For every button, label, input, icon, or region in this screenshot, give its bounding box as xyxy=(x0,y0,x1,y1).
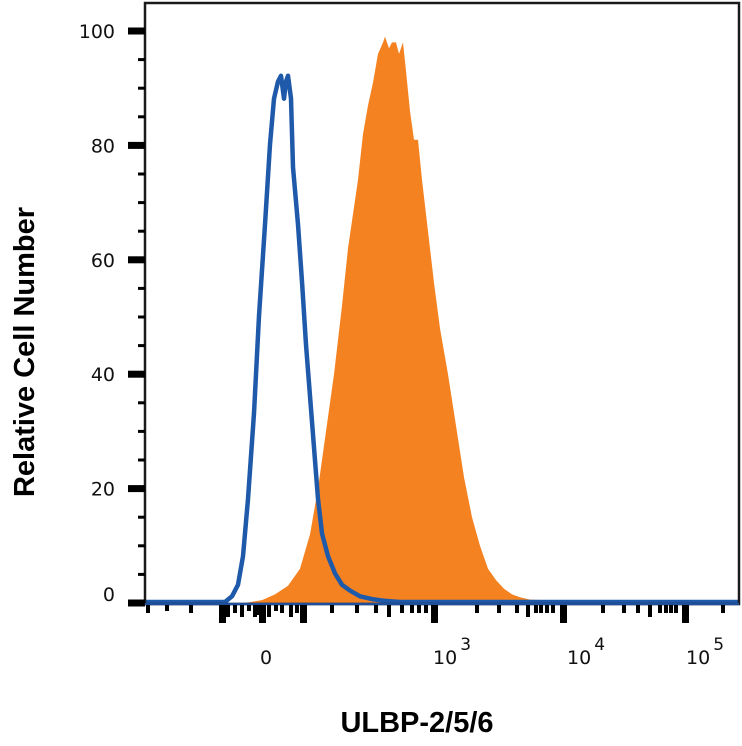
x-axis-tick-labels: 0 103 104 105 xyxy=(260,635,724,669)
x-minor-tick xyxy=(255,605,265,615)
y-minor-tick xyxy=(138,458,145,462)
y-tick-label: 100 xyxy=(79,21,115,43)
x-minor-tick xyxy=(648,605,652,617)
x-minor-tick xyxy=(387,605,391,617)
x-tick-label-1e5: 105 xyxy=(686,635,724,669)
x-minor-tick xyxy=(475,605,479,613)
y-axis: 0 20 40 60 80 100 xyxy=(79,21,145,607)
y-tick-label: 60 xyxy=(91,250,115,272)
x-minor-tick xyxy=(247,605,251,611)
x-minor-tick xyxy=(601,605,605,613)
y-minor-tick xyxy=(138,58,145,62)
x-minor-tick xyxy=(226,605,230,617)
y-major-tick xyxy=(128,256,145,264)
y-tick-label: 20 xyxy=(91,479,115,501)
x-minor-tick xyxy=(669,605,673,613)
x-minor-tick xyxy=(233,605,237,613)
y-minor-tick xyxy=(138,229,145,233)
x-minor-tick xyxy=(545,605,549,613)
x-minor-tick xyxy=(355,605,359,613)
y-axis-title: Relative Cell Number xyxy=(9,207,41,497)
x-minor-tick xyxy=(410,605,414,613)
x-minor-tick xyxy=(400,605,404,613)
y-minor-tick xyxy=(138,315,145,319)
y-tick-label: 40 xyxy=(91,364,115,386)
x-axis-title: ULBP-2/5/6 xyxy=(340,707,493,739)
plot-area xyxy=(143,1,741,606)
y-major-tick xyxy=(128,599,145,607)
x-minor-tick xyxy=(295,605,299,613)
y-minor-tick xyxy=(138,515,145,519)
y-major-tick xyxy=(128,141,145,149)
y-minor-tick xyxy=(138,344,145,348)
y-major-tick xyxy=(128,485,145,493)
x-minor-tick xyxy=(721,605,725,613)
y-minor-tick xyxy=(138,172,145,176)
x-minor-tick xyxy=(674,605,678,613)
x-major-tick xyxy=(219,605,226,623)
x-minor-tick xyxy=(267,605,271,617)
x-tick-label-1e3: 103 xyxy=(433,635,471,669)
x-minor-tick xyxy=(189,605,193,613)
x-major-tick xyxy=(560,605,567,623)
x-minor-tick xyxy=(374,605,378,613)
x-minor-tick xyxy=(664,605,668,613)
x-minor-tick xyxy=(539,605,543,613)
x-minor-tick xyxy=(658,605,662,613)
x-tick-label-1e4: 104 xyxy=(567,635,605,669)
isotype-control-histogram xyxy=(145,73,739,605)
y-minor-tick xyxy=(138,86,145,90)
y-minor-tick xyxy=(138,201,145,205)
x-minor-tick xyxy=(240,605,244,617)
x-minor-tick xyxy=(330,605,334,613)
y-minor-tick xyxy=(138,544,145,548)
x-minor-tick xyxy=(274,605,278,611)
y-tick-label: 0 xyxy=(103,584,115,606)
x-minor-tick xyxy=(526,605,530,617)
x-minor-tick xyxy=(636,605,640,613)
x-minor-tick xyxy=(280,605,284,613)
x-axis xyxy=(146,605,725,623)
x-minor-tick xyxy=(551,605,555,613)
x-minor-tick xyxy=(622,605,626,613)
x-minor-tick xyxy=(165,605,169,611)
x-major-tick xyxy=(300,605,307,623)
y-major-tick xyxy=(128,370,145,378)
x-tick-label-0: 0 xyxy=(260,647,272,669)
y-minor-tick xyxy=(138,429,145,433)
x-minor-tick xyxy=(289,605,293,617)
y-major-tick xyxy=(128,27,145,35)
x-minor-tick xyxy=(417,605,421,613)
x-minor-tick xyxy=(515,605,519,613)
x-minor-tick xyxy=(424,605,428,613)
y-minor-tick xyxy=(138,286,145,290)
x-major-tick xyxy=(431,605,438,623)
x-major-tick xyxy=(682,605,689,623)
x-minor-tick xyxy=(497,605,501,613)
y-minor-tick xyxy=(138,115,145,119)
y-tick-label: 80 xyxy=(91,135,115,157)
ulbp-stained-histogram xyxy=(145,36,739,603)
x-minor-tick xyxy=(146,605,150,613)
x-minor-tick xyxy=(534,605,538,613)
y-minor-tick xyxy=(138,401,145,405)
y-minor-tick xyxy=(138,572,145,576)
